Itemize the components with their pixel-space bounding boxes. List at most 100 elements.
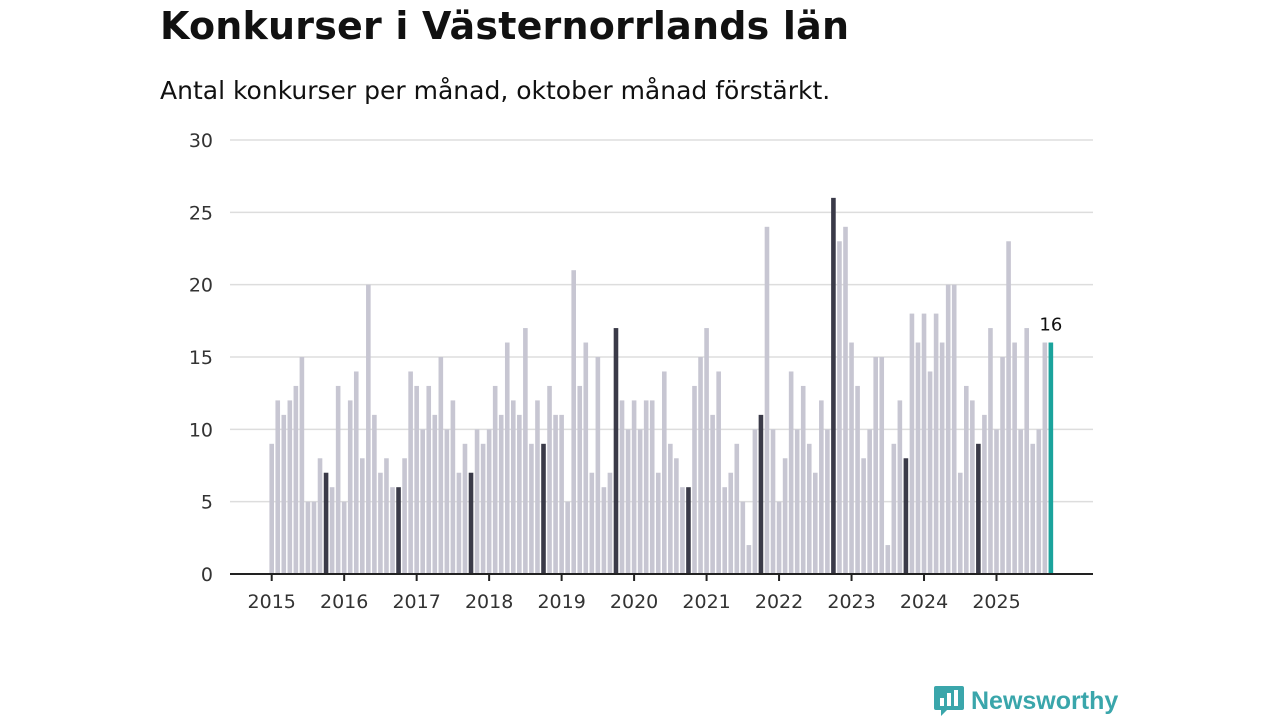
- bar: [565, 501, 570, 574]
- bar: [341, 501, 347, 574]
- bar: [945, 284, 951, 574]
- x-tick-label: 2024: [900, 591, 948, 613]
- bar: [432, 414, 438, 574]
- x-tick-label: 2023: [827, 591, 875, 613]
- bar: [360, 458, 365, 574]
- gridlines: [230, 139, 1093, 503]
- bar: [1006, 241, 1011, 574]
- bar: [468, 472, 474, 574]
- bar: [450, 400, 456, 574]
- bar: [716, 371, 721, 574]
- bar: [305, 501, 311, 574]
- bar: [879, 357, 885, 574]
- bar: [662, 371, 667, 574]
- bar: [734, 443, 740, 574]
- last-value-label: 16: [1039, 315, 1062, 336]
- bar: [921, 313, 927, 574]
- bar: [547, 385, 552, 574]
- bar: [970, 400, 975, 574]
- bar: [577, 385, 583, 574]
- bar: [378, 472, 383, 574]
- bar: [535, 400, 540, 574]
- bar: [553, 414, 558, 574]
- x-tick-label: 2018: [465, 591, 513, 613]
- bar: [704, 328, 709, 574]
- bar: [849, 342, 854, 574]
- y-axis-ticks: 0 5 10 15 20 25 30: [189, 130, 213, 586]
- bar: [831, 197, 836, 574]
- bar: [613, 328, 619, 574]
- bar: [311, 501, 317, 574]
- bar: [619, 400, 625, 574]
- bar: [891, 443, 897, 574]
- bar: [825, 429, 830, 574]
- bar: [625, 429, 631, 574]
- bar: [571, 270, 576, 574]
- bar: [523, 328, 528, 574]
- bar: [498, 414, 504, 574]
- y-tick-label: 30: [189, 130, 213, 152]
- bar: [384, 458, 389, 574]
- bar: [982, 414, 987, 574]
- x-tick-label: 2025: [972, 591, 1020, 613]
- data-labels: 16: [1039, 315, 1062, 336]
- bar: [764, 226, 770, 575]
- brand-name: Newsworthy: [971, 686, 1119, 715]
- bar: [885, 545, 891, 574]
- bar: [776, 501, 782, 574]
- bar: [402, 458, 407, 574]
- bar: [347, 400, 353, 574]
- bar: [957, 472, 963, 574]
- bar: [686, 487, 691, 574]
- bars: [269, 197, 1054, 575]
- bar: [903, 458, 909, 574]
- x-tick-label: 2022: [755, 591, 803, 613]
- bar: [649, 400, 655, 574]
- bar: [426, 385, 432, 574]
- bar: [529, 443, 534, 574]
- bar: [1036, 429, 1042, 574]
- bar: [1048, 342, 1054, 574]
- bar: [1000, 357, 1005, 574]
- bar: [933, 313, 939, 574]
- bar: [287, 400, 293, 574]
- bar: [728, 472, 734, 574]
- bar: [607, 472, 613, 574]
- bar: [994, 429, 999, 574]
- bar: [511, 400, 516, 574]
- bar: [335, 385, 341, 574]
- bar: [396, 487, 401, 574]
- bar: [462, 443, 468, 574]
- bar: [909, 313, 915, 574]
- y-tick-label: 5: [201, 492, 213, 514]
- bar: [837, 241, 842, 574]
- y-tick-label: 0: [201, 564, 213, 586]
- bar: [752, 429, 758, 574]
- chart-subtitle: Antal konkurser per månad, oktober månad…: [160, 76, 831, 105]
- bar: [486, 429, 492, 574]
- bar: [680, 487, 685, 574]
- bar: [806, 443, 812, 574]
- bar: [444, 429, 450, 574]
- bar: [329, 487, 335, 574]
- bar: [976, 443, 981, 574]
- bar: [1030, 443, 1036, 574]
- x-tick-label: 2021: [682, 591, 730, 613]
- bar: [1042, 342, 1048, 574]
- bar: [861, 458, 866, 574]
- bar: [1012, 342, 1017, 574]
- x-tick-label: 2020: [610, 591, 658, 613]
- bar: [293, 385, 299, 574]
- bar: [559, 414, 564, 574]
- bar: [299, 357, 305, 574]
- bar: [855, 385, 860, 574]
- bar: [420, 429, 425, 574]
- bar: [782, 458, 788, 574]
- bar: [595, 357, 601, 574]
- bar: [988, 328, 993, 574]
- bar: [915, 342, 921, 574]
- y-tick-label: 15: [189, 347, 213, 369]
- bar: [698, 357, 703, 574]
- bar: [668, 443, 673, 574]
